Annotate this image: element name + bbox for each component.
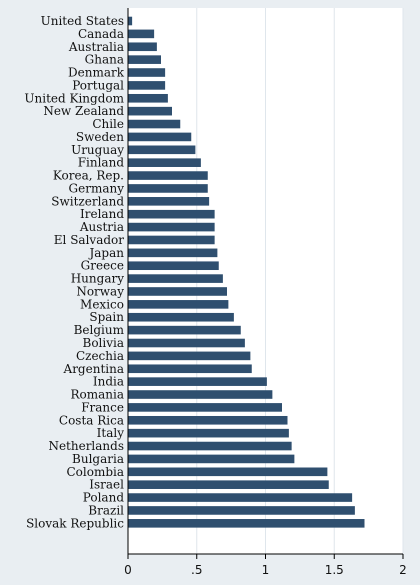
category-label: Belgium <box>74 323 125 337</box>
bar <box>128 300 229 309</box>
bar <box>128 364 252 374</box>
category-label: Bolivia <box>83 336 125 350</box>
bar <box>128 454 295 464</box>
category-label: El Salvador <box>54 233 124 247</box>
bar <box>128 312 234 322</box>
x-tick-label: 2 <box>399 563 407 577</box>
category-label: Argentina <box>63 362 124 376</box>
category-label: Ghana <box>85 53 124 67</box>
category-label: New Zealand <box>43 104 124 118</box>
bar <box>128 119 181 129</box>
bar <box>128 415 288 425</box>
category-label: Costa Rica <box>59 413 124 427</box>
x-tick-label: .5 <box>191 563 202 577</box>
bar <box>128 325 241 335</box>
bar <box>128 377 267 386</box>
category-labels: United StatesCanadaAustraliaGhanaDenmark… <box>24 14 124 530</box>
category-label: Slovak Republic <box>26 516 124 530</box>
category-label: Ireland <box>80 207 124 221</box>
bar <box>128 81 166 90</box>
bar <box>128 16 133 26</box>
bar <box>128 428 289 438</box>
category-label: United Kingdom <box>24 91 124 105</box>
bar <box>128 55 161 64</box>
bar <box>128 519 365 528</box>
category-label: Canada <box>78 27 124 41</box>
category-label: Spain <box>89 310 124 324</box>
x-tick-label: 1 <box>262 563 270 577</box>
category-label: Japan <box>87 246 124 260</box>
category-label: Colombia <box>66 465 124 479</box>
category-label: Austria <box>79 220 124 234</box>
bar <box>128 93 168 103</box>
category-label: Bulgaria <box>72 452 124 466</box>
category-label: France <box>81 400 124 414</box>
bar <box>128 493 353 502</box>
x-tick-label: 1.5 <box>325 563 344 577</box>
category-label: Australia <box>68 40 124 54</box>
category-label: Uruguay <box>71 143 124 157</box>
bar <box>128 42 157 52</box>
x-axis-ticks: 0 .5 1 1.5 2 <box>124 554 407 577</box>
bar <box>128 29 155 39</box>
bar <box>128 132 192 142</box>
x-tick-label: 0 <box>124 563 132 577</box>
category-label: Portugal <box>72 78 124 92</box>
category-label: India <box>93 375 124 389</box>
category-label: Netherlands <box>48 439 124 453</box>
bar <box>128 209 215 219</box>
bar <box>128 171 208 180</box>
category-label: Mexico <box>80 297 124 311</box>
bar <box>128 287 227 296</box>
bar <box>128 480 329 489</box>
category-label: Hungary <box>71 272 124 286</box>
bar <box>128 403 282 412</box>
category-label: Italy <box>97 426 125 440</box>
bar <box>128 441 292 451</box>
bar <box>128 274 223 283</box>
bar <box>128 145 196 155</box>
bar <box>128 158 201 167</box>
category-label: United States <box>41 14 124 28</box>
bar <box>128 68 166 77</box>
category-label: Switzerland <box>51 194 124 208</box>
bar <box>128 235 215 245</box>
bar <box>128 106 172 116</box>
bar <box>128 351 251 361</box>
bar <box>128 222 215 232</box>
category-label: Poland <box>83 491 125 505</box>
bar <box>128 261 219 271</box>
category-label: Norway <box>76 284 124 298</box>
category-label: Denmark <box>68 66 125 80</box>
category-label: Greece <box>81 259 124 273</box>
bar <box>128 184 208 193</box>
bar <box>128 390 273 399</box>
category-label: Israel <box>89 478 124 492</box>
category-label: Korea, Rep. <box>53 169 124 183</box>
bar <box>128 467 328 477</box>
category-label: Brazil <box>88 503 124 517</box>
category-label: Germany <box>69 181 125 195</box>
bar <box>128 506 355 515</box>
category-label: Czechia <box>76 349 124 363</box>
bar <box>128 338 245 348</box>
category-label: Romania <box>70 388 124 402</box>
category-label: Finland <box>78 156 125 170</box>
bar <box>128 248 218 258</box>
bars <box>128 16 365 528</box>
bar <box>128 197 210 206</box>
category-label: Chile <box>92 117 124 131</box>
category-label: Sweden <box>76 130 124 144</box>
